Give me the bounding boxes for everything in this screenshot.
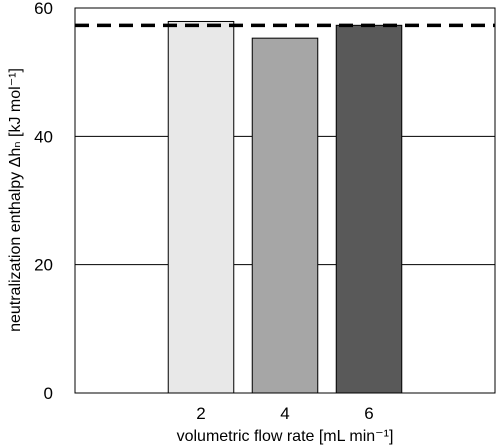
x-tick-label: 4 (280, 404, 289, 423)
bar-4 (251, 37, 319, 394)
y-tick-label: 60 (34, 0, 53, 18)
y-tick-label: 20 (34, 256, 53, 275)
y-axis-title: neutralization enthalpy Δhₙ [kJ mol⁻¹] (7, 68, 24, 332)
x-axis-title: volumetric flow rate [mL min⁻¹] (177, 428, 394, 445)
x-tick-label: 2 (196, 404, 205, 423)
x-tick-labels: 2 4 6 (196, 404, 373, 423)
y-tick-label: 40 (34, 127, 53, 146)
bars (167, 20, 403, 394)
bar-6 (335, 24, 403, 394)
y-tick-label: 0 (44, 384, 53, 403)
x-tick-label: 6 (364, 404, 373, 423)
y-tick-labels: 0 20 40 60 (34, 0, 53, 403)
bar-2 (167, 20, 235, 394)
